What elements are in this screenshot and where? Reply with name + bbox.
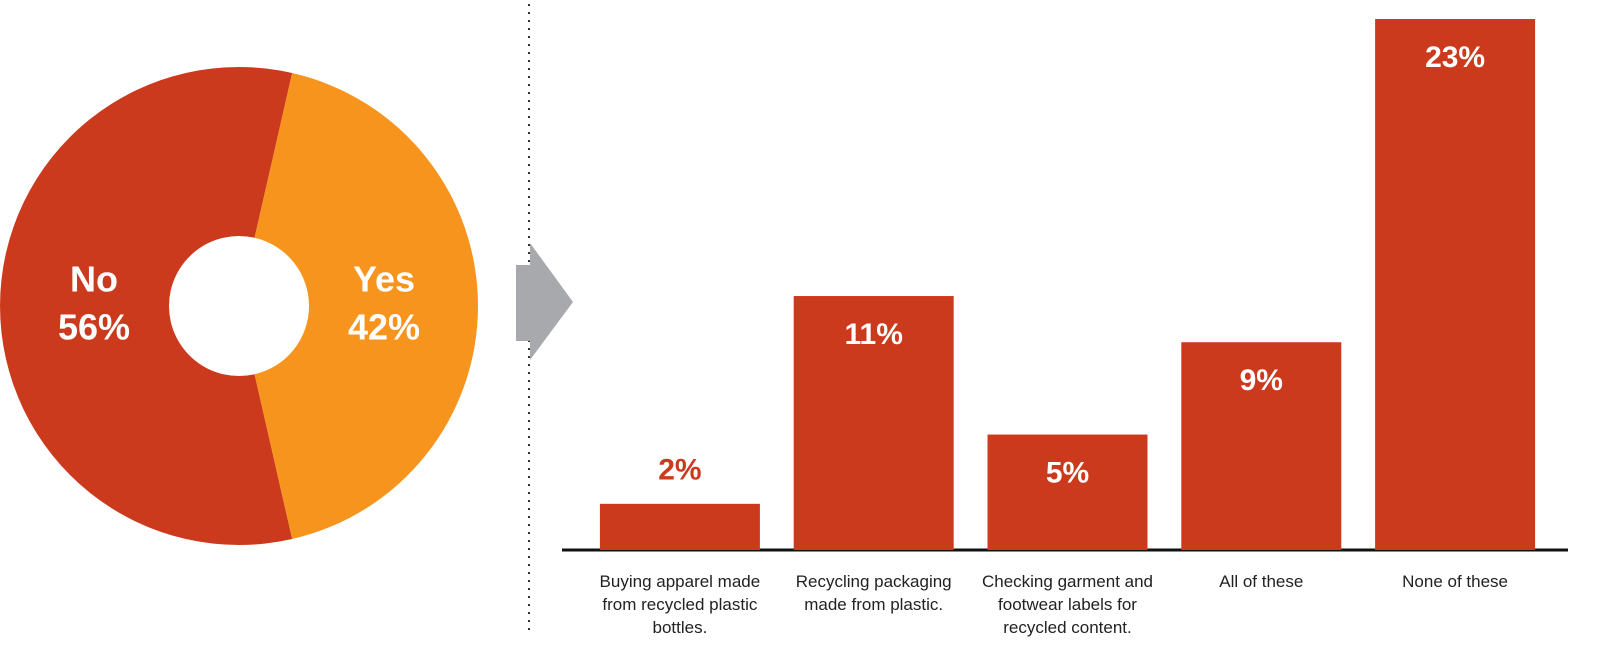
bar [599,503,760,550]
x-tick-label: None of these [1402,572,1509,591]
pie-slice [0,67,293,545]
x-tick-label: All of these [1219,572,1304,591]
slice-label: Yes [353,259,415,300]
bar [1375,19,1536,550]
bar-value: 5% [1046,456,1089,489]
slice-value: 56% [58,307,130,348]
bar [987,434,1148,550]
x-tick-label: Buying apparel made from recycled plasti… [599,572,761,637]
bar-value: 2% [658,454,701,487]
pie-slice [254,72,478,540]
bar-value: 23% [1425,41,1485,74]
x-tick-label: Recycling packaging made from plastic. [795,572,952,614]
bar-value: 9% [1240,364,1283,397]
bar [793,296,954,550]
bar [1181,342,1342,550]
x-tick-label: Checking garment and footwear labels for… [981,572,1154,637]
slice-value: 42% [348,307,420,348]
arrow [516,243,573,360]
slice-label: No [70,259,118,300]
bar-value: 11% [845,318,903,351]
